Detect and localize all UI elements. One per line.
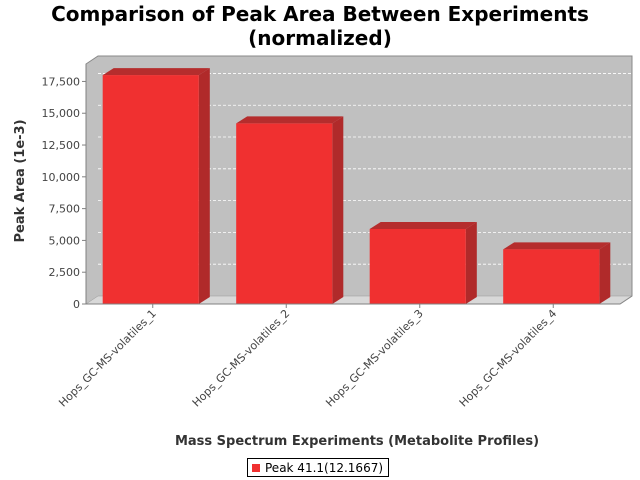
y-tick-label: 2,500 xyxy=(49,266,81,279)
x-tick-label: Hops_GC-MS-volatiles_4 xyxy=(457,307,560,410)
axes xyxy=(85,64,620,305)
bar-side xyxy=(198,68,210,304)
y-axis-ticks: 0 2,500 5,000 7,500 10,000 12,500 15,000 17,500 xyxy=(42,75,86,311)
chart-title-line-1: Comparison of Peak Area Between Experime… xyxy=(51,2,589,26)
legend: Peak 41.1(12.1667) xyxy=(247,458,390,477)
chart-title: Comparison of Peak Area Between Experime… xyxy=(0,2,640,50)
y-tick-label: 5,000 xyxy=(49,234,81,247)
y-tick-label: 15,000 xyxy=(42,107,81,120)
bar xyxy=(369,221,477,304)
y-axis-label: Peak Area (1e-3) xyxy=(13,119,28,242)
bar-front xyxy=(369,228,466,304)
bar-front xyxy=(236,123,333,305)
bar xyxy=(503,242,611,304)
legend-label: Peak 41.1(12.1667) xyxy=(265,460,384,475)
y-tick-label: 7,500 xyxy=(49,203,81,216)
x-tick-label: Hops_GC-MS-volatiles_1 xyxy=(56,307,159,410)
bar-side xyxy=(465,221,477,304)
y-tick-label: 10,000 xyxy=(42,171,81,184)
bar-top xyxy=(369,221,477,229)
x-tick-label: Hops_GC-MS-volatiles_3 xyxy=(323,307,426,410)
bar xyxy=(102,68,210,304)
bars xyxy=(102,68,611,305)
bar-top xyxy=(102,68,210,76)
x-axis-ticks: Hops_GC-MS-volatiles_1 Hops_GC-MS-volatil… xyxy=(56,304,559,409)
y-tick-label: 0 xyxy=(73,298,80,311)
chart-title-line-2: (normalized) xyxy=(248,26,392,50)
x-tick-label: Hops_GC-MS-volatiles_2 xyxy=(190,307,293,410)
bar-side xyxy=(332,116,344,305)
bar-front xyxy=(102,75,199,304)
y-tick-label: 17,500 xyxy=(42,75,81,88)
bar-top xyxy=(236,116,344,124)
legend-swatch xyxy=(252,463,260,472)
bar xyxy=(236,116,344,305)
y-tick-label: 12,500 xyxy=(42,139,81,152)
bar-side xyxy=(599,242,611,304)
bar-top xyxy=(503,242,611,250)
x-axis-label: Mass Spectrum Experiments (Metabolite Pr… xyxy=(175,434,539,449)
plot-floor-edge xyxy=(619,295,633,305)
bar-front xyxy=(503,249,600,304)
